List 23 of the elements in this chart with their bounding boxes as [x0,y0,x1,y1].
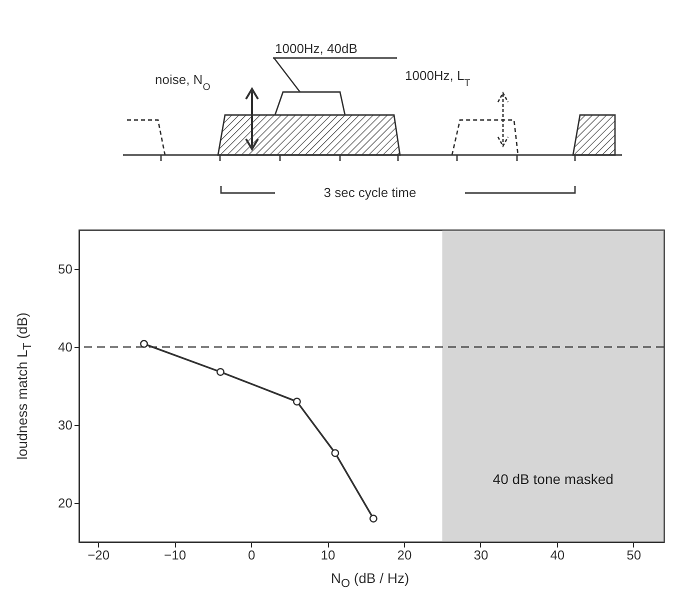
x-tick-label: −20 [88,548,110,562]
x-tick-label: 50 [626,548,642,562]
text: 3 sec cycle time [324,185,416,200]
band-label: 40 dB tone masked [492,471,614,487]
y-tick-label: 50 [58,262,72,276]
point [331,449,340,458]
x-tick-label: 0 [248,548,256,562]
y-tick-label: 20 [58,496,72,510]
point [369,514,378,523]
text: noise, N$_{O}$ [155,72,211,92]
point [292,398,301,406]
x-tick-label: 40 [550,548,565,562]
x-tick-label: 30 [474,548,488,562]
text: 1000Hz, L$_{T}$ [405,68,470,88]
x-axis-title: N$_{O}$ (dB / Hz) [330,570,410,590]
x-tick-label: −10 [164,548,186,562]
y-tick-label: 30 [58,418,72,432]
point [140,340,148,348]
point [216,368,224,376]
y-tick-label: 40 [58,340,72,354]
text: 1000Hz, 40dB [275,41,358,56]
x-tick-label: 10 [320,548,336,562]
x-tick-label: 20 [397,548,412,562]
